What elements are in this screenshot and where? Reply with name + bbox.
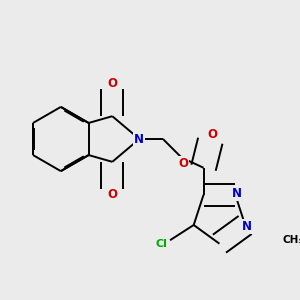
Text: O: O bbox=[178, 157, 188, 170]
Text: CH₃: CH₃ bbox=[282, 235, 300, 245]
Text: N: N bbox=[242, 220, 252, 233]
Text: O: O bbox=[107, 188, 117, 201]
Text: N: N bbox=[232, 187, 242, 200]
Text: N: N bbox=[134, 133, 144, 146]
Text: O: O bbox=[207, 128, 217, 141]
Text: Cl: Cl bbox=[156, 239, 167, 249]
Text: O: O bbox=[107, 77, 117, 90]
